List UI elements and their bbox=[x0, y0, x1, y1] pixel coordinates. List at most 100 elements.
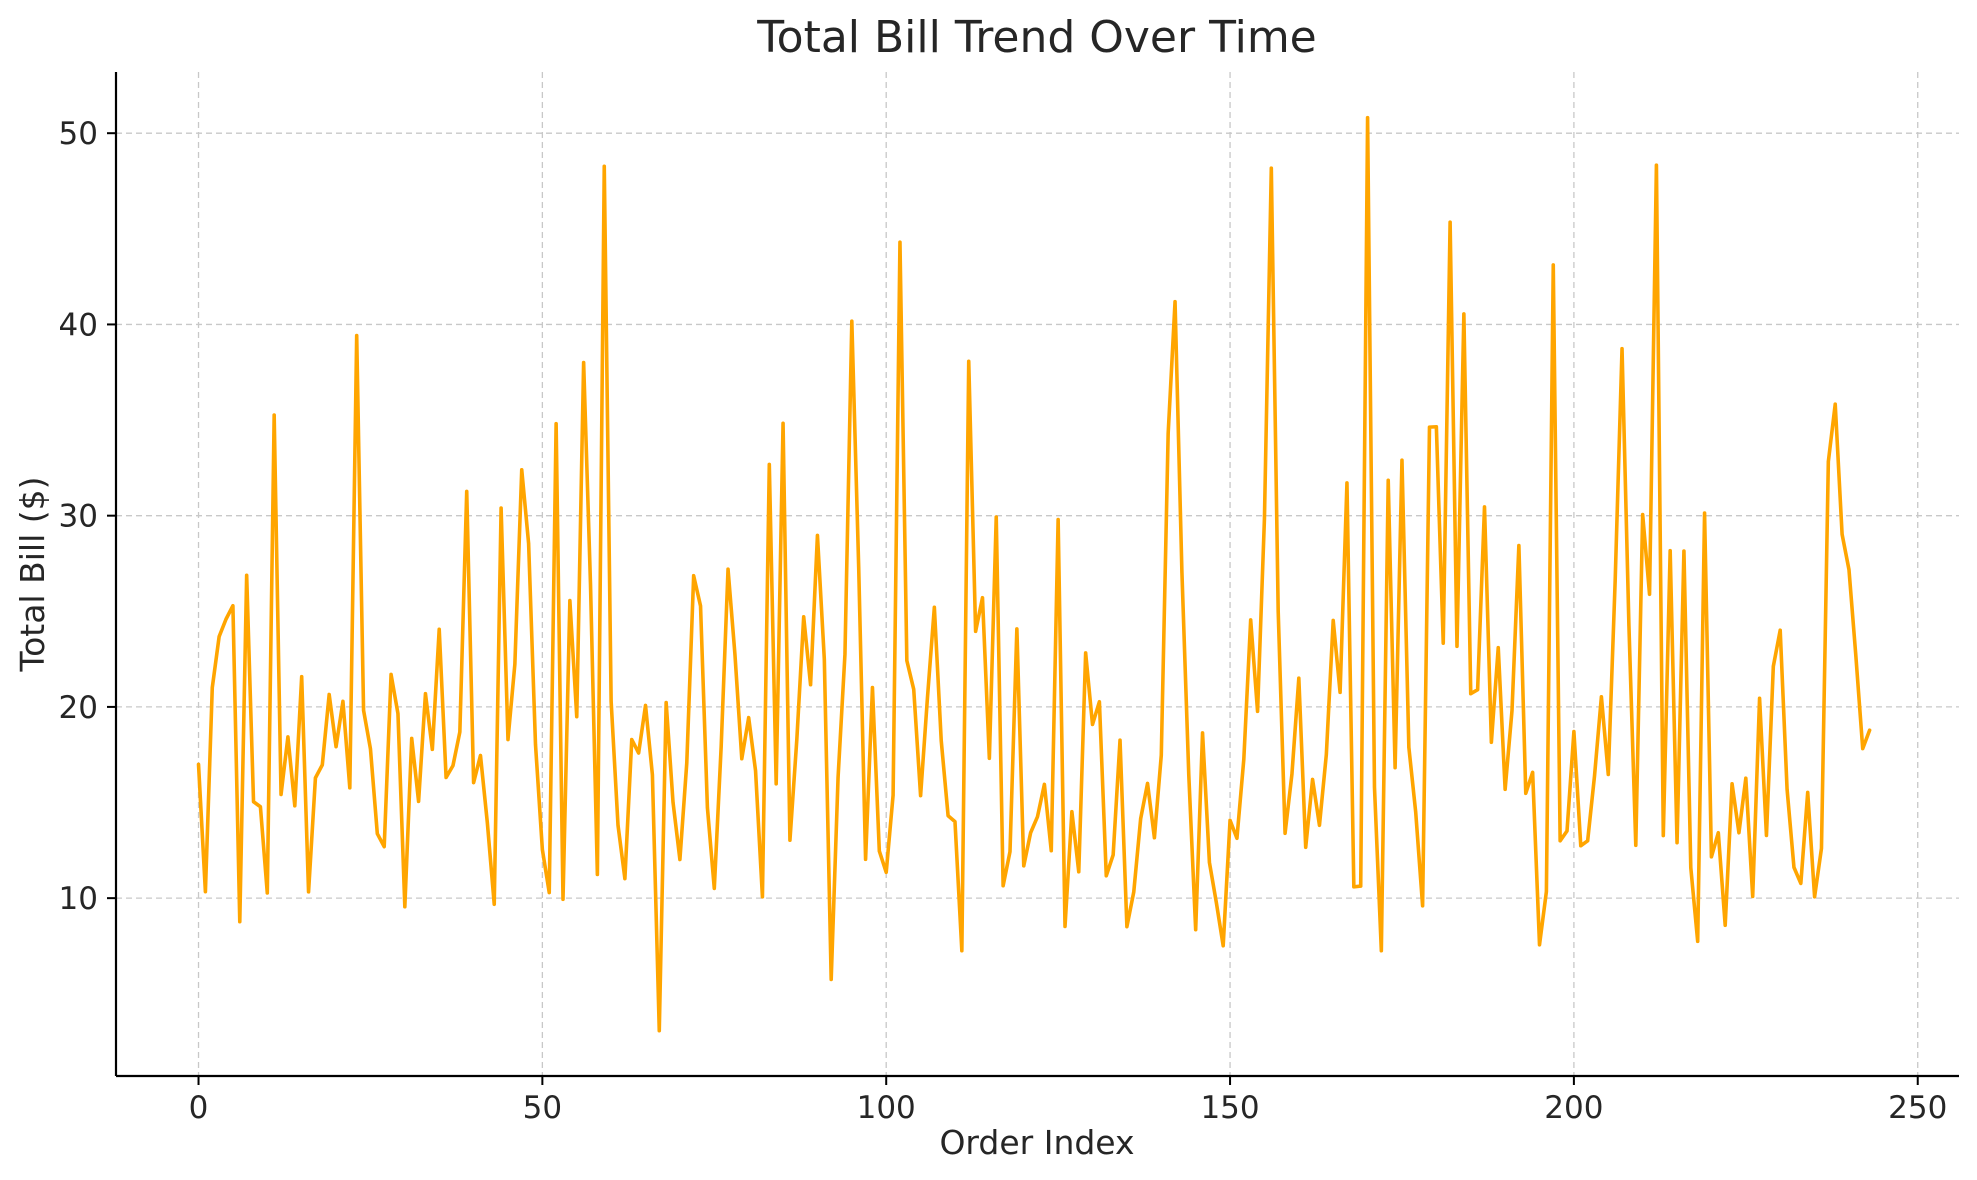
data-point bbox=[1489, 740, 1493, 744]
data-point bbox=[1648, 592, 1652, 596]
data-point bbox=[1042, 782, 1046, 786]
data-point bbox=[1311, 777, 1315, 781]
data-point bbox=[485, 821, 489, 825]
data-point bbox=[1682, 549, 1686, 553]
data-point bbox=[1758, 696, 1762, 700]
data-point bbox=[1792, 865, 1796, 869]
data-point bbox=[747, 716, 751, 720]
data-point bbox=[1146, 781, 1150, 785]
data-point bbox=[1049, 849, 1053, 853]
data-point bbox=[925, 696, 929, 700]
data-point bbox=[492, 902, 496, 906]
data-point bbox=[1730, 782, 1734, 786]
data-point bbox=[898, 240, 902, 244]
data-point bbox=[1868, 728, 1872, 732]
data-point bbox=[644, 703, 648, 707]
data-point bbox=[300, 675, 304, 679]
data-point bbox=[217, 635, 221, 639]
data-point bbox=[1166, 431, 1170, 435]
data-point bbox=[1764, 833, 1768, 837]
data-point bbox=[513, 662, 517, 666]
data-point bbox=[1469, 692, 1473, 696]
data-point bbox=[1455, 644, 1459, 648]
data-point bbox=[1118, 738, 1122, 742]
data-point bbox=[637, 751, 641, 755]
data-point bbox=[1785, 787, 1789, 791]
data-point bbox=[279, 793, 283, 796]
data-point bbox=[1483, 505, 1486, 509]
data-point bbox=[1111, 853, 1115, 857]
data-point bbox=[630, 738, 634, 742]
data-point bbox=[767, 462, 771, 466]
data-point bbox=[540, 848, 544, 852]
data-point bbox=[1847, 568, 1851, 572]
data-point bbox=[1709, 855, 1713, 859]
x-axis-label: Order Index bbox=[939, 1123, 1134, 1162]
data-point bbox=[1036, 815, 1039, 819]
data-point bbox=[341, 699, 345, 703]
data-point bbox=[781, 421, 785, 425]
data-point bbox=[203, 890, 207, 894]
data-point bbox=[451, 764, 455, 768]
data-point bbox=[396, 712, 400, 716]
data-point bbox=[1290, 772, 1294, 776]
data-point bbox=[1675, 841, 1679, 845]
data-point bbox=[733, 652, 737, 656]
data-point bbox=[1379, 949, 1383, 953]
data-point bbox=[850, 319, 854, 323]
data-point bbox=[1338, 690, 1342, 694]
data-point bbox=[946, 814, 950, 818]
data-point bbox=[1283, 831, 1287, 835]
data-point bbox=[1778, 628, 1782, 632]
data-point bbox=[1194, 928, 1198, 932]
data-point bbox=[1538, 943, 1542, 947]
data-point bbox=[327, 692, 331, 696]
data-point bbox=[1214, 900, 1218, 904]
data-point bbox=[912, 687, 916, 691]
x-tick-label: 150 bbox=[1200, 1090, 1259, 1126]
data-point bbox=[1606, 772, 1610, 776]
data-point bbox=[1586, 839, 1590, 843]
data-point bbox=[1833, 402, 1837, 406]
y-tick-label: 20 bbox=[59, 690, 98, 726]
data-point bbox=[980, 596, 984, 600]
data-point bbox=[843, 652, 847, 656]
data-point bbox=[1393, 766, 1397, 770]
data-point bbox=[1324, 753, 1328, 757]
data-point bbox=[939, 739, 943, 743]
data-point bbox=[760, 895, 764, 899]
data-point bbox=[1641, 513, 1645, 517]
data-point bbox=[1297, 676, 1301, 680]
data-point bbox=[1544, 890, 1548, 894]
data-point bbox=[1331, 618, 1335, 622]
data-point bbox=[836, 775, 840, 779]
data-point bbox=[231, 604, 235, 608]
data-point bbox=[1421, 904, 1425, 908]
data-point bbox=[884, 870, 888, 874]
data-point bbox=[1510, 709, 1514, 713]
data-point bbox=[623, 877, 627, 881]
data-point bbox=[1476, 688, 1480, 692]
data-point bbox=[671, 800, 675, 804]
data-point bbox=[1593, 774, 1597, 778]
data-point bbox=[472, 781, 476, 785]
data-point bbox=[320, 763, 324, 767]
data-point bbox=[1448, 220, 1452, 224]
data-point bbox=[1806, 790, 1810, 794]
data-point bbox=[1496, 646, 1500, 650]
data-point bbox=[1262, 517, 1266, 521]
data-point bbox=[1819, 846, 1823, 850]
data-point bbox=[1696, 939, 1700, 943]
data-point bbox=[1228, 818, 1232, 822]
data-point bbox=[919, 794, 923, 798]
chart-title: Total Bill Trend Over Time bbox=[756, 12, 1317, 63]
data-point bbox=[1654, 163, 1658, 167]
data-point bbox=[293, 804, 297, 808]
data-point bbox=[1744, 776, 1748, 780]
data-point bbox=[1558, 839, 1562, 843]
data-point bbox=[1345, 481, 1349, 485]
data-point bbox=[809, 683, 813, 687]
data-point bbox=[1139, 817, 1143, 821]
